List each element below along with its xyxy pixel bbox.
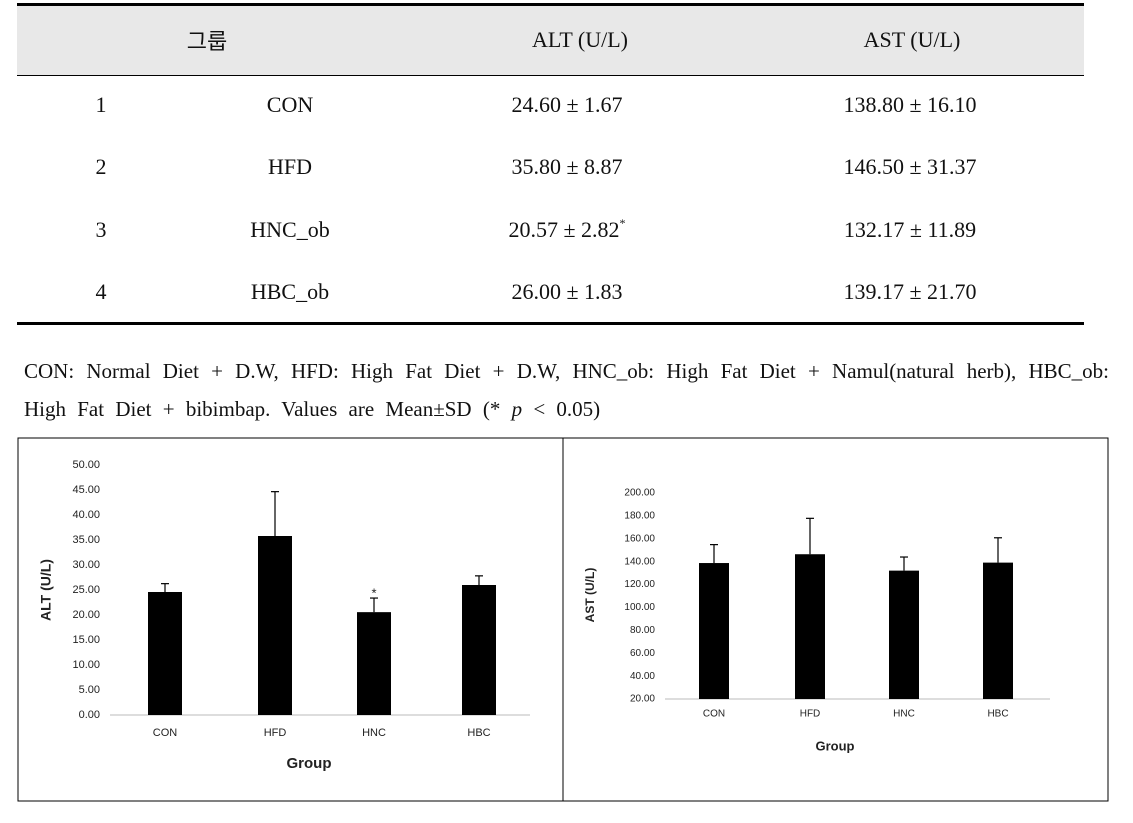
table-cell: 3 <box>95 217 107 242</box>
bar <box>258 536 292 715</box>
y-tick-label: 200.00 <box>624 488 655 499</box>
bar <box>699 563 729 699</box>
y-tick-label: 40.00 <box>630 671 655 682</box>
table-cell: 146.50 ± 31.37 <box>843 154 977 179</box>
y-tick-label: 45.00 <box>72 484 100 496</box>
x-tick-label: CON <box>703 709 725 720</box>
y-tick-label: 35.00 <box>72 534 100 546</box>
y-tick-label: 20.00 <box>630 694 655 705</box>
y-tick-label: 120.00 <box>624 579 655 590</box>
footnote-text: p <box>511 397 523 421</box>
table-cell: 24.60 ± 1.67 <box>511 92 623 117</box>
bar <box>889 570 919 699</box>
x-tick-label: CON <box>153 727 178 739</box>
y-tick-label: 40.00 <box>72 509 100 521</box>
y-tick-label: 15.00 <box>72 634 100 646</box>
y-tick-label: 5.00 <box>79 684 100 696</box>
bar <box>795 554 825 699</box>
footnote-text: < 0.05) <box>522 397 601 421</box>
y-tick-label: 180.00 <box>624 511 655 522</box>
table-cell: CON <box>266 92 314 117</box>
header-rule <box>17 75 1084 76</box>
table-cell: 132.17 ± 11.89 <box>843 217 977 242</box>
header-band <box>17 5 1084 75</box>
table-cell: 4 <box>95 279 107 304</box>
x-tick-label: HFD <box>800 709 821 720</box>
y-axis-title: ALT (U/L) <box>38 559 54 621</box>
y-tick-label: 100.00 <box>624 602 655 613</box>
table-top-rule <box>17 3 1084 6</box>
header-cell: AST (U/L) <box>863 27 961 52</box>
bar <box>357 612 391 715</box>
chart-frame <box>562 437 1109 802</box>
table-cell: HBC_ob <box>250 279 330 304</box>
table-cell: 138.80 ± 16.10 <box>843 92 977 117</box>
table-bottom-rule <box>17 322 1084 325</box>
table-cell: 20.57 ± 2.82* <box>508 215 626 243</box>
x-tick-label: HBC <box>987 709 1008 720</box>
bar <box>983 562 1013 699</box>
y-tick-label: 0.00 <box>79 709 100 721</box>
footnote: CON: Normal Diet + D.W, HFD: High Fat Di… <box>24 352 1109 428</box>
y-tick-label: 10.00 <box>72 659 100 671</box>
significance-mark: * <box>371 585 376 600</box>
cell-text: 20.57 ± 2.82 <box>508 217 620 242</box>
x-tick-label: HFD <box>264 727 287 739</box>
y-tick-label: 30.00 <box>72 559 100 571</box>
x-axis-title: Group <box>816 738 855 753</box>
bar <box>148 592 182 715</box>
y-tick-label: 80.00 <box>630 625 655 636</box>
table-cell: 2 <box>95 154 107 179</box>
x-tick-label: HNC <box>362 727 386 739</box>
y-tick-label: 140.00 <box>624 556 655 567</box>
table-cell: 35.80 ± 8.87 <box>511 154 623 179</box>
y-tick-label: 25.00 <box>72 584 100 596</box>
header-cell: 그룹 <box>186 29 228 54</box>
table-cell: 1 <box>95 92 107 117</box>
table-cell: HFD <box>267 154 313 179</box>
y-tick-label: 160.00 <box>624 533 655 544</box>
x-axis-title: Group <box>287 755 332 772</box>
table-cell: 139.17 ± 21.70 <box>843 279 977 304</box>
y-tick-label: 20.00 <box>72 609 100 621</box>
y-axis-title: AST (U/L) <box>583 568 597 623</box>
table-cell: 26.00 ± 1.83 <box>511 279 623 304</box>
bar <box>462 585 496 715</box>
significance-mark: * <box>619 215 626 230</box>
header-cell: ALT (U/L) <box>532 27 628 52</box>
table-cell: HNC_ob <box>250 217 330 242</box>
x-tick-label: HNC <box>893 709 915 720</box>
y-tick-label: 60.00 <box>630 648 655 659</box>
x-tick-label: HBC <box>467 727 490 739</box>
footnote-text: CON: Normal Diet + D.W, HFD: High Fat Di… <box>24 359 1109 421</box>
y-tick-label: 50.00 <box>72 459 100 471</box>
